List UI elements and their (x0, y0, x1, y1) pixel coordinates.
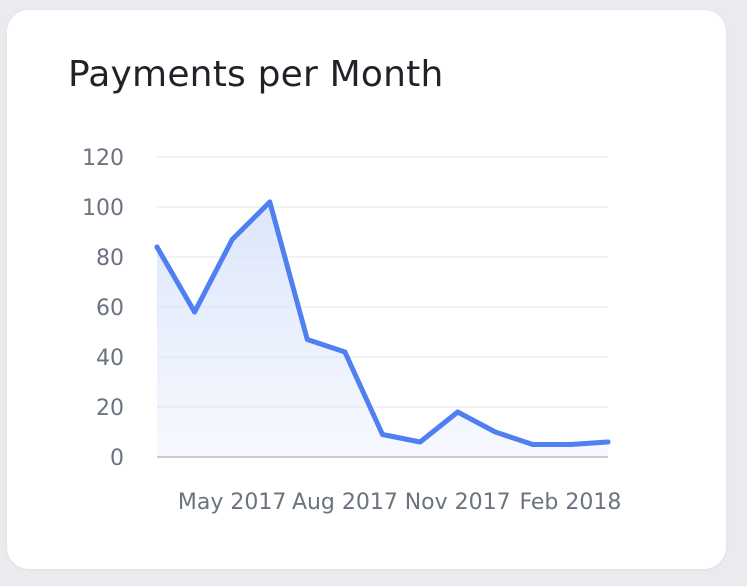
series-points (154, 199, 611, 447)
y-tick-label: 40 (96, 346, 124, 371)
data-point (530, 442, 536, 447)
y-tick-label: 20 (96, 396, 124, 421)
data-point (229, 237, 235, 242)
data-point (605, 439, 611, 445)
data-point (342, 349, 348, 355)
y-tick-label: 0 (110, 446, 124, 471)
data-point (304, 337, 310, 342)
chart-card: Payments per Month (7, 10, 726, 569)
x-tick-label: Feb 2018 (519, 490, 621, 515)
x-tick-label: Nov 2017 (405, 490, 511, 515)
x-tick-label: Aug 2017 (292, 490, 398, 515)
data-point (567, 442, 573, 447)
data-point (417, 439, 423, 445)
data-point (455, 409, 461, 415)
data-point (154, 244, 160, 250)
data-point (192, 309, 198, 315)
y-tick-label: 60 (96, 296, 124, 321)
y-axis-ticks: 0 20 40 60 80 100 120 (82, 146, 124, 471)
series-area-fill (157, 202, 608, 457)
y-tick-label: 100 (82, 196, 124, 221)
x-tick-label: May 2017 (178, 490, 286, 515)
data-point (492, 429, 498, 435)
data-point (380, 432, 385, 437)
data-point (267, 199, 273, 205)
y-tick-label: 120 (82, 146, 124, 171)
x-axis-ticks: May 2017 Aug 2017 Nov 2017 Feb 2018 (178, 490, 621, 515)
chart-title: Payments per Month (68, 54, 444, 95)
y-tick-label: 80 (96, 246, 124, 271)
